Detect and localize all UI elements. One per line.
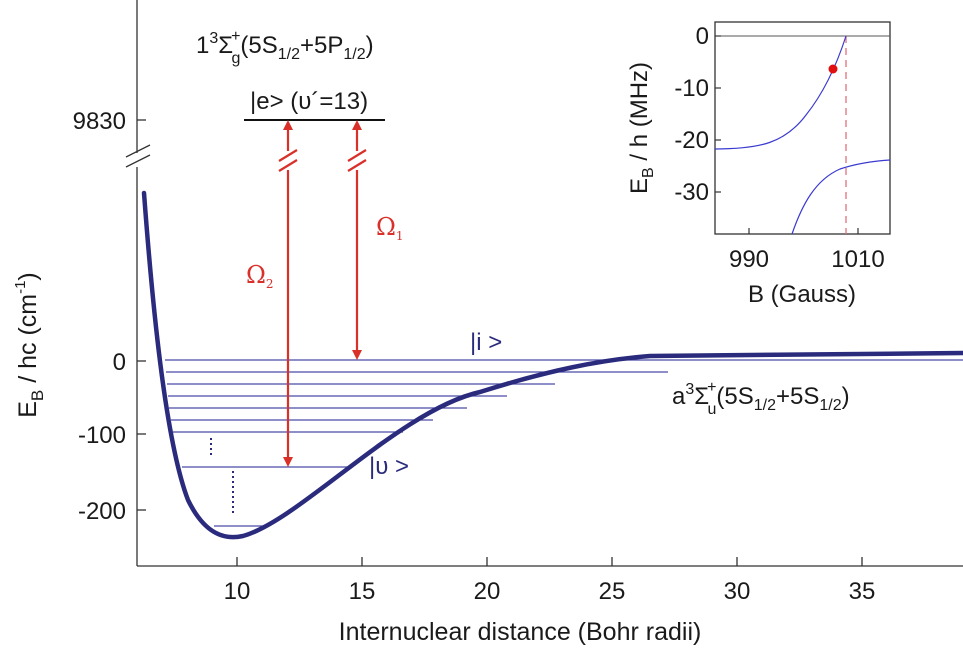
y-axis-label-sub: B: [28, 390, 47, 401]
y-axis-label-main: E: [14, 401, 42, 418]
axis-break-mark: [125, 154, 151, 168]
axis-break-mark: [125, 144, 151, 158]
y-axis-label: EB / hc (cm-1): [12, 272, 47, 418]
inset-marker-point: [828, 64, 838, 74]
inset-x-tick-label: 990: [729, 246, 769, 273]
inset-x-axis-label: B (Gauss): [748, 281, 856, 308]
inset: 0 -10 -20 -30 990 1010 B (Gauss) EB / h …: [626, 21, 891, 308]
x-axis-label: Internuclear distance (Bohr radii): [339, 618, 702, 646]
arrowhead: [352, 120, 362, 130]
excited-state-label: 13Σ+ g(5S1/2+5P1/2): [196, 28, 374, 67]
ket-i-label: |i >: [470, 329, 502, 356]
inset-y-tick-label: -20: [674, 127, 709, 154]
ground-state-label: a3Σ+ u(5S1/2+5S1/2): [672, 379, 850, 418]
laser-arrow-omega1: [347, 126, 367, 355]
x-tick-label-20: 20: [474, 578, 501, 605]
y-tick-label-neg200: -200: [78, 498, 126, 525]
y-axis-label-rest: / hc (cm: [14, 294, 42, 390]
inset-x-tick-label: 1010: [831, 246, 884, 273]
potential-curve: [141, 190, 963, 540]
inset-frame: [714, 21, 891, 235]
inset-y-tick-label: -30: [674, 179, 709, 206]
omega2-label: Ω2: [246, 261, 274, 291]
main-axes: 9830 0 -100 -200 10 15 20 25 30 35 Inter…: [12, 0, 963, 646]
x-tick-label-25: 25: [599, 578, 626, 605]
y-tick-label-0: 0: [113, 349, 126, 376]
arrowhead: [352, 350, 362, 360]
x-tick-label-30: 30: [724, 578, 751, 605]
arrowhead: [283, 457, 293, 467]
x-tick-label-10: 10: [224, 578, 251, 605]
y-axis-label-sup: -1: [12, 281, 29, 294]
excited-ket-label: |e> (υ´=13): [250, 88, 368, 115]
y-axis-label-close: ): [14, 272, 42, 280]
inset-y-tick-label: 0: [696, 23, 709, 50]
y-tick-label-9830: 9830: [73, 108, 126, 135]
y-tick-label-neg100: -100: [78, 422, 126, 449]
arrowhead: [283, 120, 293, 130]
inset-lower-branch: [791, 159, 891, 235]
x-tick-label-35: 35: [849, 578, 876, 605]
ket-upsilon-label: |υ >: [369, 453, 409, 480]
inset-y-axis-label: EB / h (MHz): [626, 62, 657, 194]
x-tick-label-15: 15: [349, 578, 376, 605]
omega1-label: Ω1: [376, 213, 404, 243]
inset-y-tick-label: -10: [674, 75, 709, 102]
laser-arrow-omega2: [278, 126, 298, 462]
